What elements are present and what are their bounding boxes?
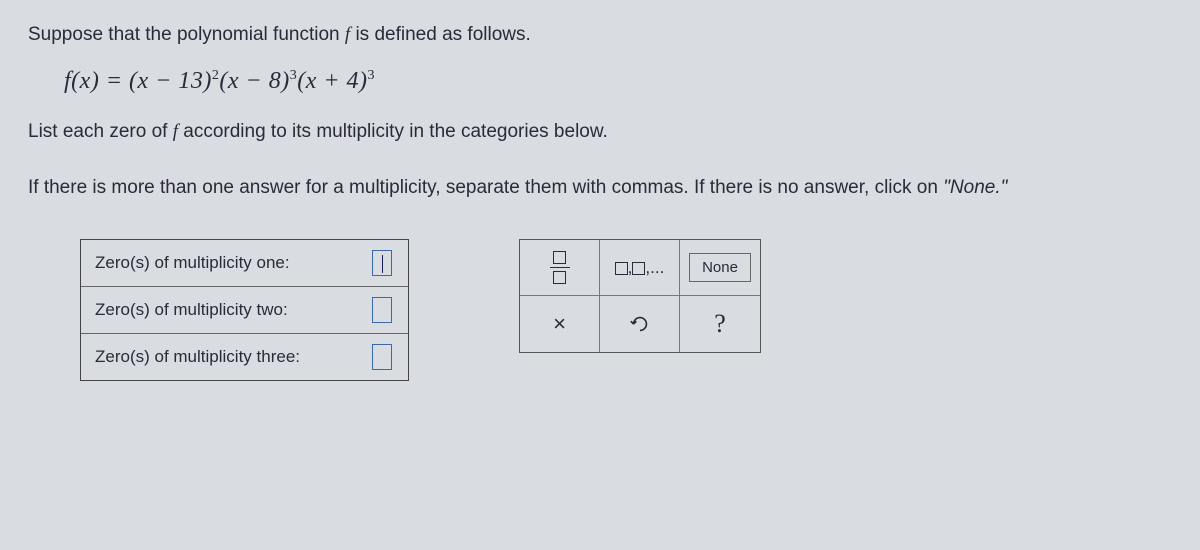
question-container: Suppose that the polynomial function f i… bbox=[0, 0, 1200, 405]
row-label-two: Zero(s) of multiplicity two: bbox=[95, 300, 350, 320]
undo-icon bbox=[629, 313, 651, 335]
line2-prefix: List each zero of bbox=[28, 121, 173, 142]
fraction-button[interactable] bbox=[520, 240, 600, 296]
list-button[interactable]: ,,... bbox=[600, 240, 680, 296]
formula-t3-base: (x + 4) bbox=[297, 68, 367, 94]
undo-button[interactable] bbox=[600, 296, 680, 352]
hint-line: If there is more than one answer for a m… bbox=[28, 177, 1172, 199]
table-row: Zero(s) of multiplicity two: bbox=[81, 286, 408, 333]
line3-a: If there is more than one answer for a m… bbox=[28, 177, 943, 198]
formula-t2-base: (x − 8) bbox=[219, 68, 289, 94]
instruction-line: List each zero of f according to its mul… bbox=[28, 121, 1172, 143]
intro-suffix: is defined as follows. bbox=[350, 24, 531, 45]
intro-prefix: Suppose that the polynomial function bbox=[28, 24, 345, 45]
intro-line: Suppose that the polynomial function f i… bbox=[28, 24, 1172, 46]
table-row: Zero(s) of multiplicity one: bbox=[81, 240, 408, 286]
toolbox: ,,... None × ? bbox=[519, 239, 761, 353]
clear-button[interactable]: × bbox=[520, 296, 600, 352]
line3-b: "None." bbox=[943, 177, 1007, 198]
x-icon: × bbox=[553, 311, 566, 337]
input-mult-three[interactable] bbox=[372, 344, 392, 370]
formula: f(x) = (x − 13)2(x − 8)3(x + 4)3 bbox=[64, 68, 1172, 95]
formula-lhs: f(x) bbox=[64, 68, 99, 94]
none-button[interactable]: None bbox=[680, 240, 760, 296]
fraction-icon bbox=[550, 251, 570, 285]
row-label-three: Zero(s) of multiplicity three: bbox=[95, 347, 350, 367]
formula-t1-base: (x − 13) bbox=[129, 68, 212, 94]
answer-table: Zero(s) of multiplicity one: Zero(s) of … bbox=[80, 239, 409, 381]
input-mult-two[interactable] bbox=[372, 297, 392, 323]
help-button[interactable]: ? bbox=[680, 296, 760, 352]
formula-t3-exp: 3 bbox=[368, 68, 376, 83]
none-label: None bbox=[689, 253, 751, 282]
table-row: Zero(s) of multiplicity three: bbox=[81, 333, 408, 380]
line2-suffix: according to its multiplicity in the cat… bbox=[178, 121, 608, 142]
input-mult-one[interactable] bbox=[372, 250, 392, 276]
formula-eq: = bbox=[99, 68, 129, 94]
question-mark-icon: ? bbox=[714, 309, 726, 339]
list-icon: ,,... bbox=[615, 258, 665, 278]
row-label-one: Zero(s) of multiplicity one: bbox=[95, 253, 350, 273]
lower-area: Zero(s) of multiplicity one: Zero(s) of … bbox=[28, 239, 1172, 381]
